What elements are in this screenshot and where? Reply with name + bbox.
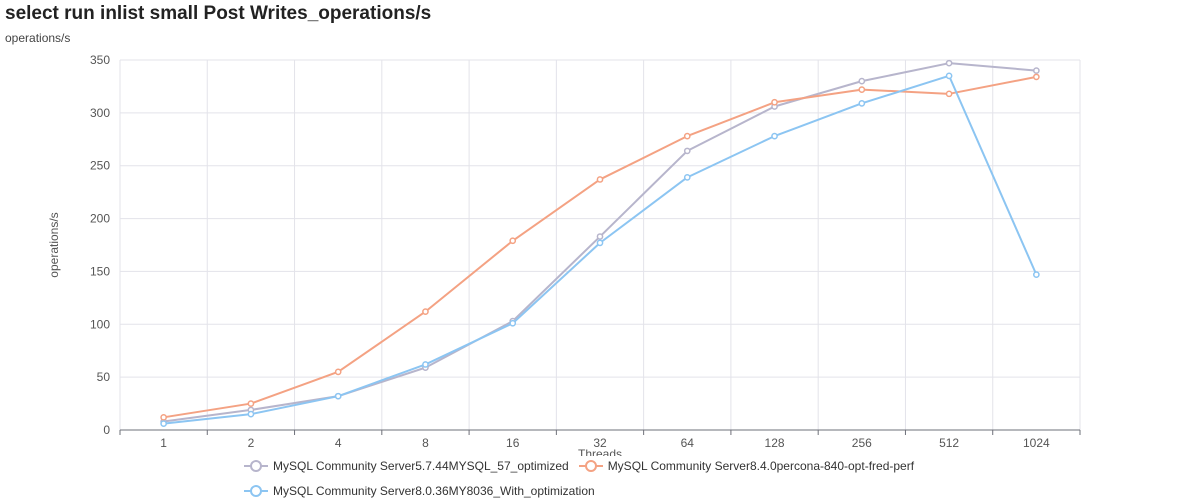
legend-label-mysql80: MySQL Community Server8.0.36MY8036_With_… (273, 484, 595, 498)
series-1-point (858, 86, 866, 93)
y-tick-label: 50 (97, 370, 111, 384)
x-axis-title: Threads (578, 447, 622, 456)
series-2-point (771, 132, 778, 140)
x-tick-label: 128 (765, 436, 785, 450)
legend-label-mysql84: MySQL Community Server8.4.0percona-840-o… (607, 459, 915, 473)
legend-item-mysql57[interactable]: MySQL Community Server5.7.44MYSQL_57_opt… (244, 459, 569, 473)
x-tick-label: 512 (939, 436, 959, 450)
series-1-point (1033, 73, 1040, 81)
series-0-point (1033, 67, 1040, 74)
series-1-point (945, 90, 953, 98)
x-tick-label: 8 (422, 436, 429, 450)
series-2-point (945, 72, 953, 80)
series-2-point (683, 173, 691, 181)
series-2-point (509, 319, 517, 327)
line-chart: 0 50 100 150 200 250 300 350 1 2 4 8 16 32 64 128 256 512… (47, 53, 1081, 456)
series-1-point (160, 413, 167, 421)
x-tick-label: 4 (335, 436, 342, 450)
y-tick-label: 200 (90, 212, 110, 226)
series-0-point (596, 233, 604, 240)
legend-label-mysql57: MySQL Community Server5.7.44MYSQL_57_opt… (273, 459, 569, 473)
y-tick-label: 0 (103, 423, 110, 437)
series-2-point (247, 410, 255, 418)
legend-marker-mysql80 (244, 485, 268, 497)
series-1-point (334, 368, 342, 376)
x-tick-label: 1 (160, 436, 167, 450)
series-2-point (334, 392, 342, 400)
y-tick-label: 300 (90, 106, 110, 120)
series-2-point (596, 239, 604, 247)
series-1-point (247, 400, 255, 407)
series-0-point (945, 59, 953, 67)
y-tick-label: 250 (90, 159, 110, 173)
legend-item-mysql84[interactable]: MySQL Community Server8.4.0percona-840-o… (578, 459, 915, 473)
series-1-point (596, 176, 604, 183)
series-1-point (771, 98, 778, 106)
y-axis-title: operations/s (47, 212, 61, 277)
y-tick-label: 350 (90, 53, 110, 67)
chart-subtitle: operations/s (5, 31, 71, 45)
x-tick-label: 256 (852, 436, 872, 450)
x-tick-label: 16 (506, 436, 520, 450)
x-tick-label: 2 (248, 436, 255, 450)
legend-item-mysql80[interactable]: MySQL Community Server8.0.36MY8036_With_… (244, 484, 595, 498)
series-2-point (1033, 271, 1040, 278)
y-tick-label: 100 (90, 317, 110, 331)
legend-row-2: MySQL Community Server8.0.36MY8036_With_… (244, 484, 605, 498)
series-2-point (160, 420, 167, 428)
series-1-point (683, 132, 691, 140)
x-tick-label: 1024 (1023, 436, 1050, 450)
series-2-point (858, 99, 866, 107)
legend-row-1: MySQL Community Server5.7.44MYSQL_57_opt… (244, 459, 924, 473)
series-0-point (858, 77, 866, 85)
legend-marker-mysql57 (244, 460, 268, 472)
series-1-point (509, 237, 517, 245)
legend-marker-mysql84 (578, 460, 603, 472)
series-0-point (683, 147, 691, 155)
y-tick-label: 150 (90, 264, 110, 278)
series-1-point (422, 308, 429, 315)
chart-title: select run inlist small Post Writes_oper… (5, 3, 432, 24)
series-2-point (422, 361, 429, 368)
x-tick-label: 64 (681, 436, 695, 450)
x-tick-label: 32 (593, 436, 607, 450)
